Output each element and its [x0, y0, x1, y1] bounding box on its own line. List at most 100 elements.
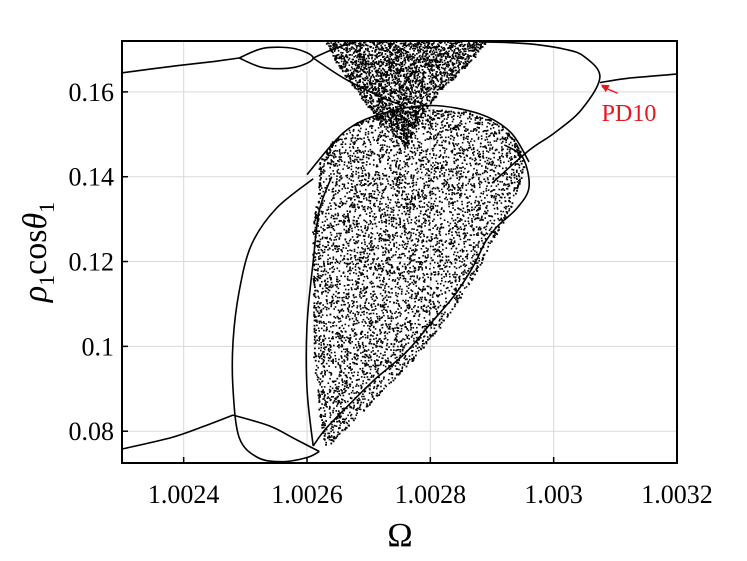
scatter-point [382, 279, 384, 282]
scatter-point [413, 250, 416, 253]
scatter-point [459, 167, 461, 169]
scatter-point [341, 201, 344, 204]
scatter-point [476, 133, 478, 136]
scatter-point [471, 263, 473, 266]
scatter-point [401, 232, 403, 235]
scatter-point [342, 202, 345, 205]
scatter-point [418, 159, 421, 162]
scatter-point [359, 130, 361, 133]
scatter-point [321, 231, 323, 234]
scatter-point [469, 162, 471, 165]
scatter-point [434, 330, 437, 333]
scatter-point [403, 243, 406, 246]
scatter-point [380, 385, 382, 388]
scatter-point [341, 408, 344, 410]
scatter-point [339, 367, 342, 370]
scatter-point [420, 348, 422, 351]
scatter-point [389, 271, 392, 274]
scatter-point [388, 263, 391, 266]
scatter-point [350, 417, 353, 420]
scatter-point [472, 247, 475, 249]
scatter-point [412, 182, 415, 184]
scatter-point [326, 314, 328, 317]
scatter-point [450, 168, 453, 170]
scatter-point [436, 205, 439, 207]
scatter-point [431, 148, 434, 150]
scatter-point [482, 193, 484, 195]
scatter-point [495, 165, 498, 167]
scatter-point [372, 312, 375, 315]
scatter-point [431, 119, 434, 121]
scatter-point [443, 184, 446, 187]
scatter-point [331, 225, 334, 227]
scatter-point [372, 215, 374, 218]
scatter-point [417, 191, 419, 193]
scatter-point [402, 127, 404, 129]
scatter-point [419, 212, 422, 215]
scatter-point [365, 257, 367, 259]
scatter-point [422, 305, 425, 307]
scatter-point [378, 376, 380, 379]
scatter-point [397, 303, 400, 305]
scatter-point [393, 154, 395, 157]
scatter-point [353, 219, 355, 222]
scatter-point [428, 299, 431, 302]
scatter-point [398, 278, 400, 281]
scatter-point [404, 358, 407, 361]
scatter-point [458, 276, 460, 278]
scatter-point [369, 241, 372, 243]
scatter-point [330, 305, 332, 308]
scatter-point [422, 159, 425, 162]
scatter-point [420, 190, 423, 193]
scatter-point [433, 170, 436, 172]
scatter-point [455, 128, 457, 131]
scatter-point [492, 161, 495, 164]
scatter-point [334, 217, 336, 220]
scatter-point [334, 383, 337, 386]
scatter-point [480, 237, 483, 240]
scatter-point [349, 367, 351, 370]
scatter-point [327, 212, 330, 215]
scatter-point [434, 115, 436, 117]
scatter-point [418, 338, 420, 341]
scatter-point [427, 130, 430, 133]
scatter-point [398, 144, 400, 147]
scatter-point [355, 358, 358, 361]
scatter-point [317, 249, 320, 251]
scatter-point [400, 182, 403, 184]
scatter-point [516, 171, 518, 173]
scatter-point [364, 373, 367, 375]
scatter-point [437, 214, 439, 216]
scatter-point [357, 147, 359, 149]
scatter-point [320, 226, 322, 229]
scatter-point [338, 416, 341, 419]
scatter-point [385, 348, 387, 350]
scatter-point [353, 406, 355, 408]
scatter-point [363, 251, 365, 253]
scatter-point [494, 197, 497, 199]
scatter-point [329, 237, 332, 240]
scatter-point [376, 153, 379, 156]
scatter-point [336, 217, 338, 220]
scatter-point [468, 210, 471, 212]
scatter-point [473, 234, 475, 236]
scatter-point [360, 168, 363, 170]
scatter-point [427, 254, 429, 256]
scatter-point [367, 318, 370, 320]
scatter-point [345, 175, 347, 177]
scatter-point [346, 384, 348, 387]
scatter-point [483, 178, 486, 180]
scatter-point [476, 171, 478, 174]
scatter-point [359, 150, 361, 152]
scatter-point [340, 200, 343, 203]
scatter-point [333, 380, 335, 383]
scatter-point [433, 266, 435, 269]
scatter-point [415, 118, 417, 121]
scatter-point [394, 193, 397, 195]
scatter-point [331, 261, 333, 264]
scatter-point [398, 179, 401, 181]
scatter-point [415, 245, 417, 247]
scatter-point [378, 238, 381, 240]
scatter-point [339, 317, 341, 320]
scatter-point [356, 349, 359, 352]
